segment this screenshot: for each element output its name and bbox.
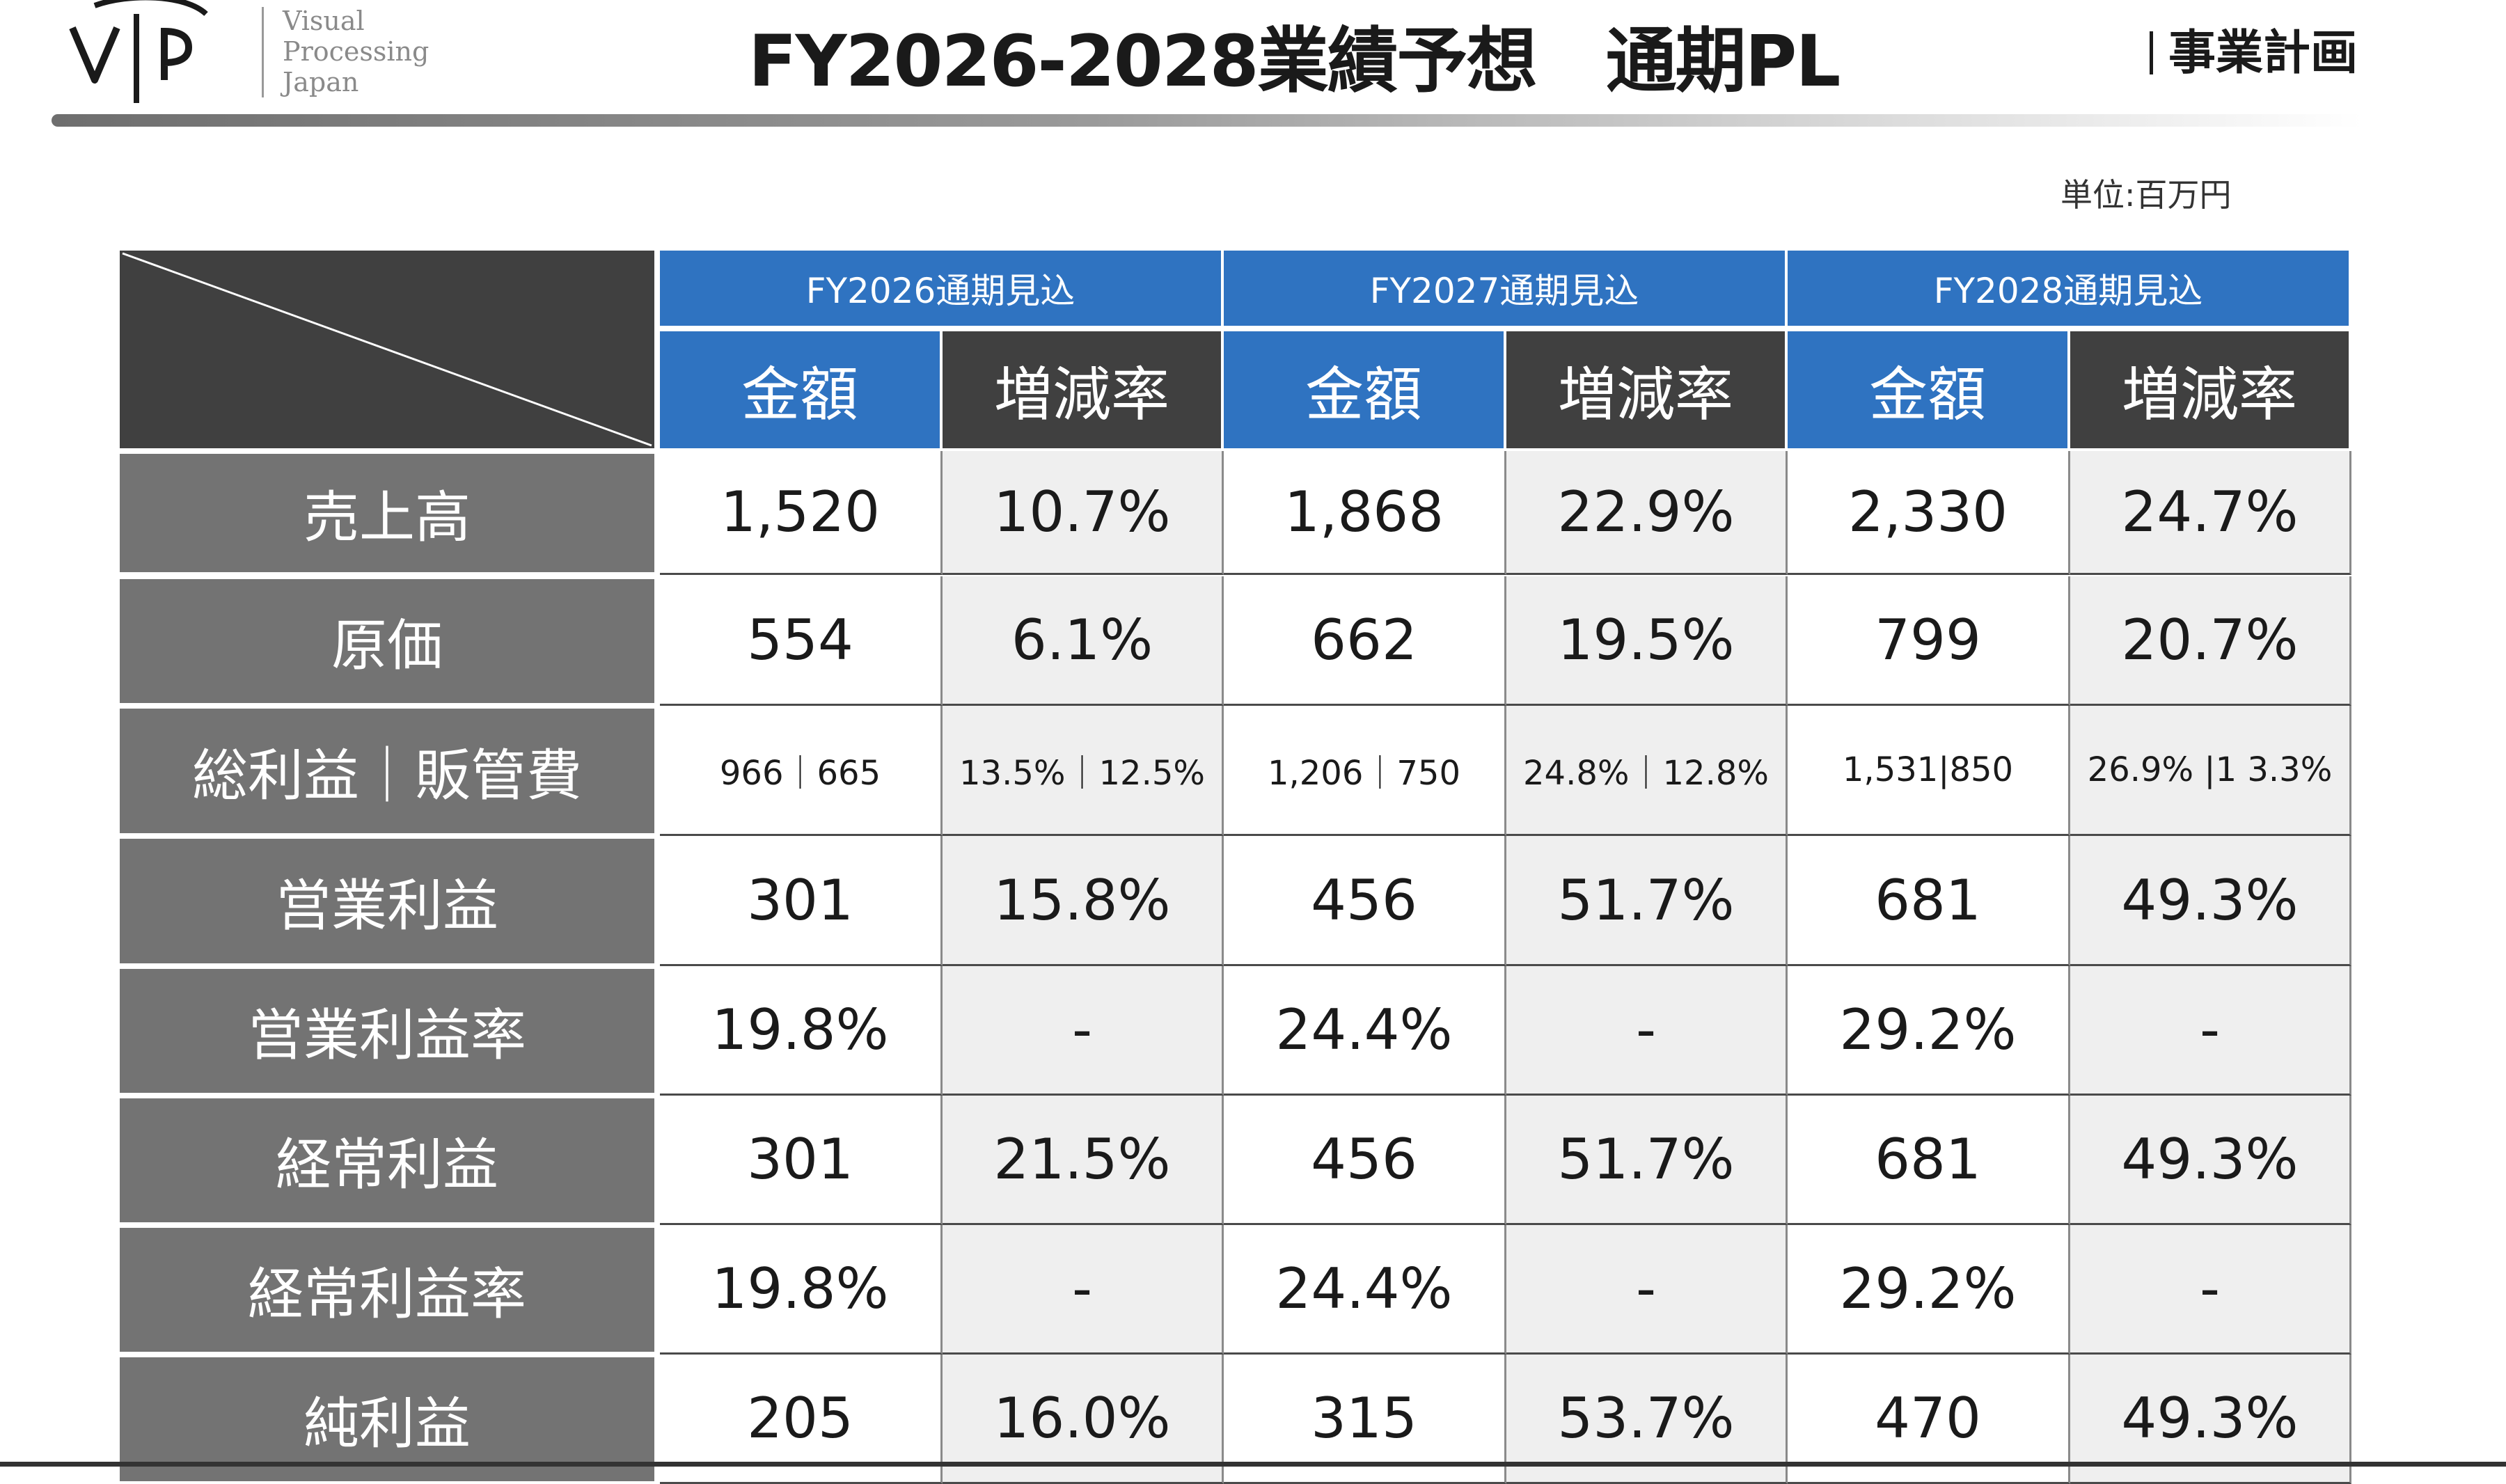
change-rate-cell: 13.5%｜12.5% [943, 706, 1224, 836]
change-rate-cell: 15.8% [943, 836, 1224, 966]
change-rate-cell: - [2070, 966, 2351, 1096]
amount-cell: 301 [660, 836, 943, 966]
change-rate-cell: - [943, 1225, 1224, 1355]
amount-cell: 456 [1224, 836, 1506, 966]
amount-cell: 1,531|850 [1788, 706, 2070, 836]
page-bottom-border [0, 1462, 2506, 1467]
change-rate-cell: - [2070, 1225, 2351, 1355]
change-rate-cell: - [943, 966, 1224, 1096]
amount-cell: 29.2% [1788, 966, 2070, 1096]
amount-cell: 681 [1788, 1096, 2070, 1225]
logo-separator [262, 7, 264, 97]
change-rate-cell: 51.7% [1506, 836, 1788, 966]
unit-label: 単位:百万円 [2060, 176, 2232, 214]
amount-cell: 966｜665 [660, 706, 943, 836]
section-label-bar [2150, 31, 2153, 74]
change-rate-cell: - [1506, 1225, 1788, 1355]
row-label: 総利益｜販管費 [120, 709, 654, 833]
change-rate-cell: 49.3% [2070, 1096, 2351, 1225]
diagonal-line-icon [122, 252, 652, 447]
logo-wordmark: Visual Processing Japan [283, 6, 429, 97]
change-rate-column-header: 増減率 [943, 331, 1221, 448]
change-rate-cell: 49.3% [2070, 836, 2351, 966]
logo-line-3: Japan [283, 67, 359, 97]
change-rate-cell: 20.7% [2070, 576, 2351, 706]
logo-line-1: Visual [283, 6, 365, 36]
amount-cell: 19.8% [660, 1225, 943, 1355]
amount-cell: 19.8% [660, 966, 943, 1096]
amount-column-header: 金額 [660, 331, 940, 448]
row-label: 経常利益率 [120, 1228, 654, 1352]
change-rate-cell: 6.1% [943, 576, 1224, 706]
year-header-2: FY2027通期見込 [1224, 251, 1785, 326]
row-label: 営業利益 [120, 839, 654, 963]
change-rate-cell: 24.7% [2070, 451, 2351, 575]
year-header-3: FY2028通期見込 [1788, 251, 2349, 326]
change-rate-cell: 21.5% [943, 1096, 1224, 1225]
change-rate-cell: 10.7% [943, 451, 1224, 575]
change-rate-cell: 19.5% [1506, 576, 1788, 706]
change-rate-cell: 26.9% |1 3.3% [2070, 706, 2351, 836]
change-rate-cell: 22.9% [1506, 451, 1788, 575]
change-rate-cell: - [1506, 966, 1788, 1096]
amount-cell: 1,206｜750 [1224, 706, 1506, 836]
amount-cell: 301 [660, 1096, 943, 1225]
section-label-text: 事業計画 [2168, 26, 2358, 81]
amount-cell: 662 [1224, 576, 1506, 706]
amount-cell: 1,520 [660, 451, 943, 575]
vpj-logo-mark-icon [69, 0, 208, 103]
section-label: 事業計画 [2150, 14, 2358, 83]
amount-cell: 681 [1788, 836, 2070, 966]
amount-cell: 1,868 [1224, 451, 1506, 575]
row-label: 純利益 [120, 1357, 654, 1481]
amount-cell: 799 [1788, 576, 2070, 706]
row-label: 営業利益率 [120, 969, 654, 1093]
amount-column-header: 金額 [1224, 331, 1504, 448]
row-label: 経常利益 [120, 1098, 654, 1222]
table-corner-cell [120, 251, 654, 448]
row-label: 売上高 [120, 454, 654, 572]
header-divider [52, 114, 2363, 127]
amount-cell: 2,330 [1788, 451, 2070, 575]
amount-cell: 554 [660, 576, 943, 706]
change-rate-cell: 24.8%｜12.8% [1506, 706, 1788, 836]
amount-cell: 456 [1224, 1096, 1506, 1225]
amount-cell: 24.4% [1224, 1225, 1506, 1355]
company-logo: Visual Processing Japan [67, 0, 429, 104]
change-rate-cell: 51.7% [1506, 1096, 1788, 1225]
logo-line-2: Processing [283, 36, 430, 67]
amount-column-header: 金額 [1788, 331, 2067, 448]
change-rate-column-header: 増減率 [1506, 331, 1785, 448]
amount-cell: 24.4% [1224, 966, 1506, 1096]
year-header-1: FY2026通期見込 [660, 251, 1221, 326]
page-title: FY2026-2028業績予想 通期PL [748, 20, 1841, 103]
row-label: 原価 [120, 579, 654, 703]
change-rate-column-header: 増減率 [2070, 331, 2349, 448]
amount-cell: 29.2% [1788, 1225, 2070, 1355]
